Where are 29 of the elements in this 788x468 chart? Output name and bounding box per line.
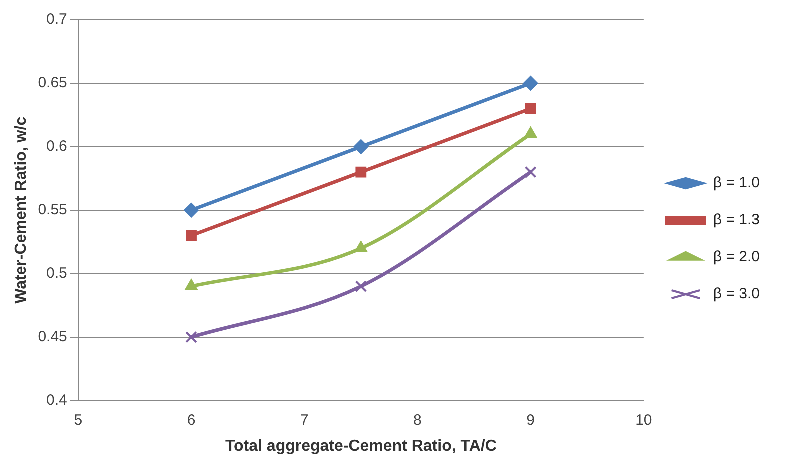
legend-label: β = 1.3 <box>713 212 760 229</box>
y-tick-label: 0.7 <box>46 11 68 28</box>
y-axis-title: Water-Cement Ratio, w/c <box>13 116 30 304</box>
legend-label: β = 1.0 <box>713 174 760 192</box>
point <box>184 202 199 218</box>
y-tick-label: 0.4 <box>46 392 68 409</box>
point <box>523 76 538 91</box>
x-tick-label: 9 <box>526 412 535 429</box>
point <box>355 280 368 293</box>
x-tick-label: 8 <box>414 412 422 429</box>
point <box>356 166 367 178</box>
x-axis-title: Total aggregate-Cement Ratio, TA/C <box>225 438 498 455</box>
y-tick-label: 0.55 <box>38 202 68 219</box>
point <box>184 279 198 291</box>
point <box>525 103 536 114</box>
x-tick-label: 6 <box>187 412 196 429</box>
point <box>186 331 198 344</box>
y-tick-label: 0.65 <box>38 74 68 92</box>
legend-label: β = 3.0 <box>713 286 760 303</box>
x-tick-label: 7 <box>300 412 309 429</box>
legend-label: β = 2.0 <box>713 248 760 266</box>
y-tick-label: 0.5 <box>46 265 68 282</box>
point <box>524 166 537 178</box>
point <box>354 139 369 154</box>
y-tick-label: 0.6 <box>46 138 68 156</box>
y-tick-label: 0.45 <box>38 328 68 346</box>
x-tick-label: 10 <box>636 412 652 429</box>
point <box>186 230 197 242</box>
x-tick-label: 5 <box>74 412 83 429</box>
